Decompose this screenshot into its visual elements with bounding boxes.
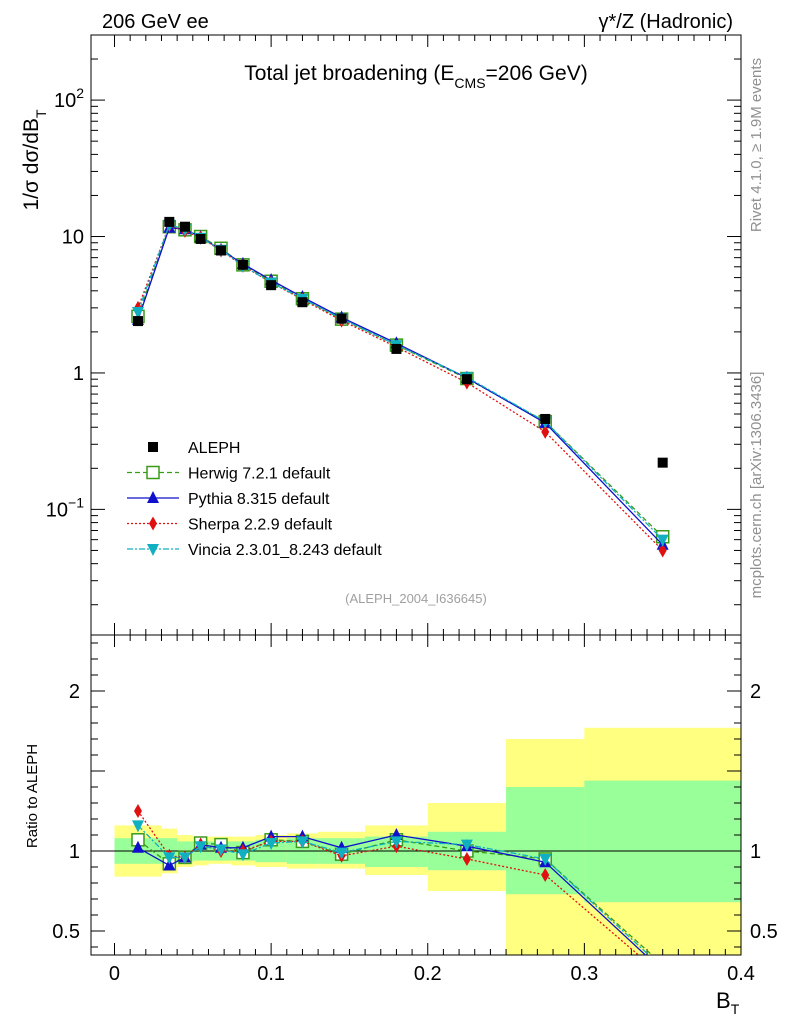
analysis-tag: (ALEPH_2004_I636645) bbox=[345, 591, 487, 606]
ratio-y-tick-label: 0.5 bbox=[52, 921, 80, 943]
aleph-point bbox=[657, 457, 668, 468]
aleph-point bbox=[164, 216, 175, 227]
vincia-ratio-point bbox=[539, 854, 552, 866]
aleph-point bbox=[266, 280, 277, 291]
sherpa-main-point bbox=[541, 424, 550, 439]
legend-label-1: Herwig 7.2.1 default bbox=[188, 466, 331, 483]
aleph-data-layer bbox=[132, 216, 668, 468]
aleph-point bbox=[461, 374, 472, 385]
legend: ALEPH Herwig 7.2.1 default Pythia 8.315 de… bbox=[127, 440, 382, 559]
ratio-y-tick-label-right: 0.5 bbox=[750, 921, 778, 943]
legend-marker-0 bbox=[148, 442, 158, 452]
x-tick-label: 0.3 bbox=[570, 963, 598, 985]
aleph-point bbox=[237, 259, 248, 270]
legend-marker-2 bbox=[147, 491, 159, 503]
vincia-ratio-point bbox=[194, 841, 207, 854]
sherpa-main-point bbox=[658, 543, 667, 558]
sherpa-ratio-point bbox=[462, 852, 471, 866]
aleph-point bbox=[540, 413, 551, 424]
vincia-ratio-point bbox=[131, 820, 144, 833]
vincia-ratio-point bbox=[178, 852, 191, 865]
ratio-y-tick-label: 2 bbox=[69, 681, 80, 703]
y-tick-label: 10−1 bbox=[46, 494, 84, 521]
sherpa-ratio-point bbox=[541, 868, 550, 882]
pythia-ratio-point bbox=[131, 840, 144, 853]
aleph-point bbox=[336, 313, 347, 324]
ratio-y-tick-label: 1 bbox=[69, 841, 80, 863]
legend-marker-3 bbox=[149, 516, 157, 531]
ratio-y-tick-label-right: 2 bbox=[750, 681, 761, 703]
vincia-main-point bbox=[131, 306, 144, 319]
ratio-y-tick-label-right: 1 bbox=[750, 841, 761, 863]
vincia-ratio-point bbox=[296, 836, 309, 849]
y-tick-label: 1 bbox=[73, 363, 84, 385]
ratio-uncertainty-bands bbox=[114, 727, 741, 955]
vincia-ratio-point bbox=[265, 838, 278, 850]
header-right: γ*/Z (Hadronic) bbox=[599, 11, 733, 33]
vincia-ratio-point bbox=[163, 852, 176, 865]
legend-marker-4 bbox=[147, 544, 159, 556]
aleph-point bbox=[132, 316, 143, 327]
vincia-main-point bbox=[656, 534, 669, 547]
rivet-version-label: Rivet 4.1.0, ≥ 1.9M events bbox=[748, 58, 765, 232]
vincia-ratio-point bbox=[335, 847, 348, 860]
inner-band-12 bbox=[584, 780, 741, 903]
ratio-plot-border bbox=[90, 634, 742, 956]
ratio-y-axis-label: Ratio to ALEPH bbox=[24, 744, 41, 848]
mcplots-label: mcplots.cern.ch [arXiv:1306.3436] bbox=[748, 372, 765, 599]
legend-label-3: Sherpa 2.2.9 default bbox=[188, 517, 333, 534]
chart-title: Total jet broadening (ECMS=206 GeV) bbox=[244, 62, 587, 91]
sherpa-ratio-point bbox=[133, 804, 142, 818]
ratio-plot-frame: 0 0.1 0.2 0.3 0.4 0.5 0.5 1 1 2 2 bbox=[52, 634, 778, 985]
legend-label-0: ALEPH bbox=[188, 440, 240, 457]
aleph-point bbox=[297, 297, 308, 308]
vincia-ratio-point bbox=[215, 844, 227, 857]
vincia-ratio-point bbox=[236, 849, 249, 862]
vincia-ratio-point bbox=[390, 836, 403, 849]
aleph-point bbox=[391, 343, 402, 354]
legend-marker-1 bbox=[146, 465, 160, 480]
vincia-ratio-group bbox=[131, 820, 650, 955]
legend-label-2: Pythia 8.315 default bbox=[188, 491, 330, 508]
y-axis-label: 1/σ dσ/dBT bbox=[20, 109, 49, 210]
x-tick-label: 0 bbox=[109, 963, 120, 985]
header-left: 206 GeV ee bbox=[102, 11, 209, 33]
aleph-point bbox=[195, 233, 206, 244]
legend-label-4: Vincia 2.3.01_8.243 default bbox=[188, 542, 382, 559]
x-tick-label: 0.4 bbox=[727, 963, 755, 985]
y-tick-label: 10 bbox=[62, 227, 84, 249]
x-tick-label: 0.1 bbox=[257, 963, 285, 985]
aleph-point bbox=[216, 245, 226, 256]
x-axis-label: BT bbox=[716, 988, 740, 1017]
y-tick-label: 102 bbox=[54, 85, 84, 112]
main-plot-frame: 10−1 1 10 102 bbox=[46, 34, 742, 955]
vincia-ratio-point bbox=[460, 839, 473, 852]
aleph-point bbox=[179, 221, 190, 232]
x-tick-label: 0.2 bbox=[414, 963, 442, 985]
